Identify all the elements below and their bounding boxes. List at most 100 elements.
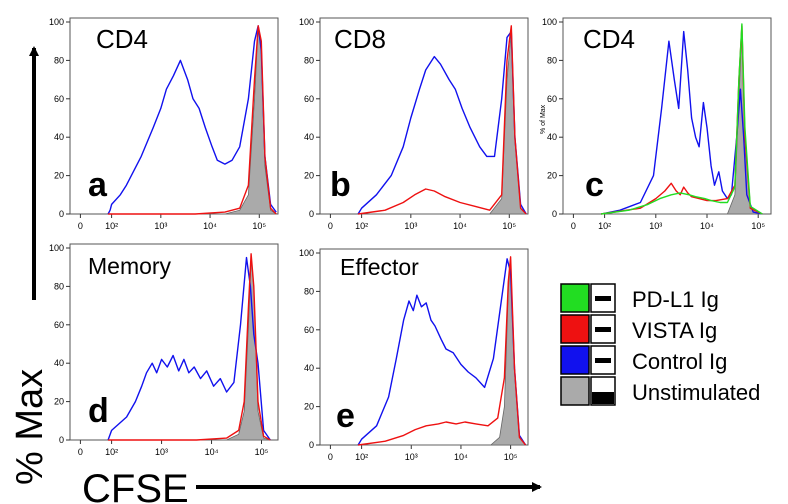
y-tick-label: 40 xyxy=(304,132,314,142)
x-tick-label: 10³ xyxy=(154,221,167,231)
x-tick-label: 0 xyxy=(328,221,333,231)
panel-title: CD4 xyxy=(583,24,635,54)
x-tick-label: 10² xyxy=(355,221,368,231)
y-tick-label: 100 xyxy=(299,17,314,27)
panel-letter: c xyxy=(585,166,604,204)
x-tick-label: 10⁴ xyxy=(454,452,468,462)
y-tick-label: 40 xyxy=(547,132,557,142)
y-axis-label: % of Max xyxy=(540,104,547,134)
x-axis-label: CFSE xyxy=(82,467,189,504)
legend-item: PD-L1 Ig xyxy=(560,283,719,313)
x-tick-label: 0 xyxy=(78,447,83,457)
x-tick-label: 10² xyxy=(105,447,118,457)
y-tick-label: 0 xyxy=(59,435,64,445)
y-tick-label: 80 xyxy=(304,286,314,296)
x-tick-label: 10⁵ xyxy=(252,221,266,231)
y-tick-label: 20 xyxy=(54,171,64,181)
plot-frame xyxy=(69,17,279,215)
y-tick-label: 60 xyxy=(304,325,314,335)
panel-letter: e xyxy=(336,397,355,435)
y-tick-label: 0 xyxy=(552,209,557,219)
series-line xyxy=(357,30,527,215)
y-tick-label: 20 xyxy=(304,171,314,181)
x-tick-label: 10⁵ xyxy=(751,221,765,231)
legend-label-pd-l1: PD-L1 Ig xyxy=(632,287,719,312)
panel-letter: d xyxy=(88,392,109,430)
x-tick-label: 10⁵ xyxy=(255,447,269,457)
y-tick-label: 80 xyxy=(54,281,64,291)
y-tick-label: 80 xyxy=(547,55,557,65)
plot-frame xyxy=(319,17,529,215)
x-tick-label: 10⁴ xyxy=(453,221,467,231)
series-line xyxy=(357,258,527,446)
legend-swatch-control xyxy=(560,345,590,375)
y-tick-label: 100 xyxy=(49,243,64,253)
y-tick-label: 100 xyxy=(299,248,314,258)
legend-pattern-bar xyxy=(595,327,611,332)
panel-c: 0 20 40 60 80 100 0 10² 10³ 10⁴ 10⁵ % of Max CD4 c xyxy=(540,17,772,231)
legend-item: Control Ig xyxy=(560,345,727,375)
legend-label-vista: VISTA Ig xyxy=(632,318,717,343)
x-tick-label: 0 xyxy=(78,221,83,231)
y-tick-label: 60 xyxy=(547,94,557,104)
y-tick-label: 100 xyxy=(542,17,557,27)
x-tick-label: 10⁴ xyxy=(205,447,219,457)
y-tick-label: 20 xyxy=(54,397,64,407)
panel-e: 0 20 40 60 80 100 0 10² 10³ 10⁴ 10⁵ Effector e xyxy=(299,248,529,462)
y-axis-label: % Max xyxy=(9,369,51,485)
x-tick-label: 10³ xyxy=(155,447,168,457)
y-tick-label: 0 xyxy=(309,209,314,219)
legend-label-control: Control Ig xyxy=(632,349,727,374)
legend-swatch-vista xyxy=(560,314,590,344)
x-tick-label: 10² xyxy=(355,452,368,462)
y-tick-label: 80 xyxy=(304,55,314,65)
panel-title: CD8 xyxy=(334,24,386,54)
x-tick-label: 10³ xyxy=(404,221,417,231)
y-tick-label: 40 xyxy=(304,363,314,373)
y-tick-label: 40 xyxy=(54,358,64,368)
plot-frame xyxy=(319,248,529,446)
panel-b: 0 20 40 60 80 100 0 10² 10³ 10⁴ 10⁵ CD8 b xyxy=(299,17,529,231)
legend-pattern-bar xyxy=(595,296,611,301)
y-tick-label: 20 xyxy=(547,171,557,181)
series-line xyxy=(600,30,763,215)
legend-swatch-pd-l1 xyxy=(560,283,590,313)
x-tick-label: 10² xyxy=(598,221,611,231)
x-tick-label: 10² xyxy=(105,221,118,231)
series-line xyxy=(358,25,527,215)
legend-pattern-bar xyxy=(595,358,611,363)
y-tick-label: 0 xyxy=(59,209,64,219)
x-tick-label: 10⁴ xyxy=(203,221,217,231)
legend-item: VISTA Ig xyxy=(560,314,717,344)
y-tick-label: 60 xyxy=(54,320,64,330)
y-tick-label: 60 xyxy=(304,94,314,104)
x-tick-label: 10⁴ xyxy=(700,221,714,231)
panel-letter: b xyxy=(330,166,351,204)
legend-label-unstimulated: Unstimulated xyxy=(632,380,760,405)
panel-a: 0 20 40 60 80 100 0 10² 10³ 10⁴ 10⁵ CD4 a xyxy=(49,17,279,231)
legend-item: Unstimulated xyxy=(560,376,760,406)
y-tick-label: 60 xyxy=(54,94,64,104)
series-line xyxy=(108,253,271,441)
x-tick-label: 10³ xyxy=(649,221,662,231)
legend-pattern-fill xyxy=(592,392,614,404)
y-tick-label: 100 xyxy=(49,17,64,27)
series-line xyxy=(108,25,277,215)
y-tick-label: 80 xyxy=(54,55,64,65)
series-line xyxy=(107,25,277,215)
panel-d: 0 20 40 60 80 100 0 10² 10³ 10⁴ 10⁵ Memory d xyxy=(49,243,279,457)
panel-title: CD4 xyxy=(96,24,148,54)
x-tick-label: 10³ xyxy=(405,452,418,462)
y-tick-label: 20 xyxy=(304,402,314,412)
x-tick-label: 0 xyxy=(571,221,576,231)
x-tick-label: 10⁵ xyxy=(504,452,518,462)
legend-swatch-unstimulated xyxy=(560,376,590,406)
legend: PD-L1 Ig VISTA Ig Control Ig Unstimulate… xyxy=(560,283,760,406)
panel-title: Memory xyxy=(88,253,172,279)
y-tick-label: 40 xyxy=(54,132,64,142)
series-line xyxy=(358,256,527,446)
panel-title: Effector xyxy=(340,254,419,280)
series-line xyxy=(601,23,763,215)
y-tick-label: 0 xyxy=(309,440,314,450)
